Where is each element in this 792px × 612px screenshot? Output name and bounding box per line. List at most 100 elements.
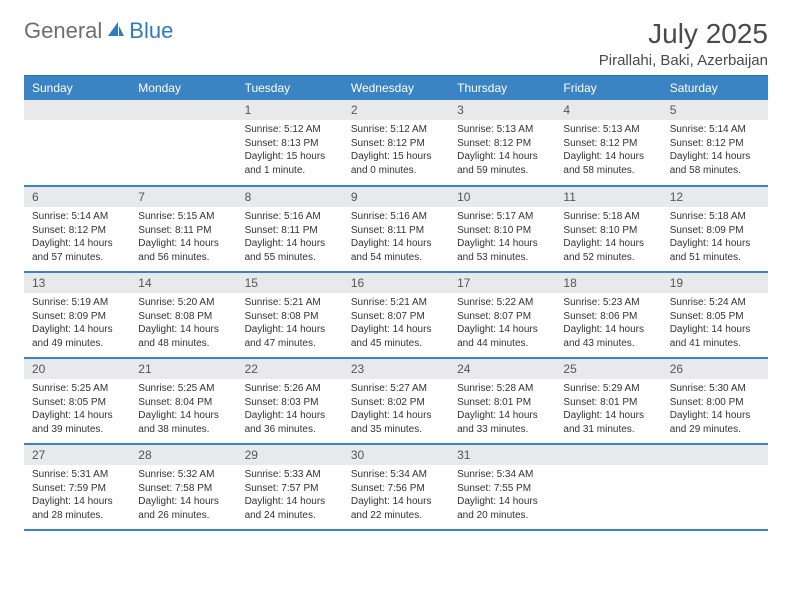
brand-part2: Blue: [129, 18, 173, 44]
day-number: 16: [343, 273, 449, 293]
calendar-cell: 2Sunrise: 5:12 AMSunset: 8:12 PMDaylight…: [343, 100, 449, 186]
day-number: 14: [130, 273, 236, 293]
calendar-cell: 15Sunrise: 5:21 AMSunset: 8:08 PMDayligh…: [237, 272, 343, 358]
day-number: 25: [555, 359, 661, 379]
day-number: 30: [343, 445, 449, 465]
calendar-row: 1Sunrise: 5:12 AMSunset: 8:13 PMDaylight…: [24, 100, 768, 186]
month-title: July 2025: [599, 18, 768, 50]
calendar-cell: [130, 100, 236, 186]
day-detail: Sunrise: 5:34 AMSunset: 7:56 PMDaylight:…: [343, 465, 449, 528]
brand-part1: General: [24, 18, 102, 44]
calendar-cell: 30Sunrise: 5:34 AMSunset: 7:56 PMDayligh…: [343, 444, 449, 530]
day-detail: Sunrise: 5:13 AMSunset: 8:12 PMDaylight:…: [449, 120, 555, 183]
calendar-cell: 29Sunrise: 5:33 AMSunset: 7:57 PMDayligh…: [237, 444, 343, 530]
sail-icon: [106, 20, 126, 43]
day-detail: Sunrise: 5:18 AMSunset: 8:09 PMDaylight:…: [662, 207, 768, 270]
calendar-row: 6Sunrise: 5:14 AMSunset: 8:12 PMDaylight…: [24, 186, 768, 272]
day-detail: Sunrise: 5:21 AMSunset: 8:07 PMDaylight:…: [343, 293, 449, 356]
day-detail: Sunrise: 5:22 AMSunset: 8:07 PMDaylight:…: [449, 293, 555, 356]
calendar-cell: 13Sunrise: 5:19 AMSunset: 8:09 PMDayligh…: [24, 272, 130, 358]
col-sunday: Sunday: [24, 76, 130, 101]
calendar-row: 13Sunrise: 5:19 AMSunset: 8:09 PMDayligh…: [24, 272, 768, 358]
day-detail: Sunrise: 5:30 AMSunset: 8:00 PMDaylight:…: [662, 379, 768, 442]
col-wednesday: Wednesday: [343, 76, 449, 101]
calendar-cell: 8Sunrise: 5:16 AMSunset: 8:11 PMDaylight…: [237, 186, 343, 272]
day-detail: Sunrise: 5:14 AMSunset: 8:12 PMDaylight:…: [24, 207, 130, 270]
day-number: 2: [343, 100, 449, 120]
col-monday: Monday: [130, 76, 236, 101]
day-detail: Sunrise: 5:33 AMSunset: 7:57 PMDaylight:…: [237, 465, 343, 528]
day-number: 17: [449, 273, 555, 293]
calendar-cell: 14Sunrise: 5:20 AMSunset: 8:08 PMDayligh…: [130, 272, 236, 358]
calendar-cell: 27Sunrise: 5:31 AMSunset: 7:59 PMDayligh…: [24, 444, 130, 530]
day-detail: Sunrise: 5:31 AMSunset: 7:59 PMDaylight:…: [24, 465, 130, 528]
day-number: 26: [662, 359, 768, 379]
day-number: 12: [662, 187, 768, 207]
calendar-cell: 20Sunrise: 5:25 AMSunset: 8:05 PMDayligh…: [24, 358, 130, 444]
calendar-cell: 7Sunrise: 5:15 AMSunset: 8:11 PMDaylight…: [130, 186, 236, 272]
day-detail: Sunrise: 5:13 AMSunset: 8:12 PMDaylight:…: [555, 120, 661, 183]
calendar-cell: 28Sunrise: 5:32 AMSunset: 7:58 PMDayligh…: [130, 444, 236, 530]
calendar-cell: 5Sunrise: 5:14 AMSunset: 8:12 PMDaylight…: [662, 100, 768, 186]
calendar-cell: 3Sunrise: 5:13 AMSunset: 8:12 PMDaylight…: [449, 100, 555, 186]
calendar-cell: 17Sunrise: 5:22 AMSunset: 8:07 PMDayligh…: [449, 272, 555, 358]
day-number: 23: [343, 359, 449, 379]
day-number: 28: [130, 445, 236, 465]
day-detail: Sunrise: 5:20 AMSunset: 8:08 PMDaylight:…: [130, 293, 236, 356]
calendar-cell: 31Sunrise: 5:34 AMSunset: 7:55 PMDayligh…: [449, 444, 555, 530]
day-number: 22: [237, 359, 343, 379]
day-number: 18: [555, 273, 661, 293]
day-detail: Sunrise: 5:19 AMSunset: 8:09 PMDaylight:…: [24, 293, 130, 356]
day-detail: Sunrise: 5:25 AMSunset: 8:05 PMDaylight:…: [24, 379, 130, 442]
calendar-cell: 23Sunrise: 5:27 AMSunset: 8:02 PMDayligh…: [343, 358, 449, 444]
calendar-cell: 24Sunrise: 5:28 AMSunset: 8:01 PMDayligh…: [449, 358, 555, 444]
calendar-cell: 16Sunrise: 5:21 AMSunset: 8:07 PMDayligh…: [343, 272, 449, 358]
day-number: 31: [449, 445, 555, 465]
calendar-cell: 22Sunrise: 5:26 AMSunset: 8:03 PMDayligh…: [237, 358, 343, 444]
col-thursday: Thursday: [449, 76, 555, 101]
calendar-cell: 25Sunrise: 5:29 AMSunset: 8:01 PMDayligh…: [555, 358, 661, 444]
calendar-cell: 11Sunrise: 5:18 AMSunset: 8:10 PMDayligh…: [555, 186, 661, 272]
day-detail: Sunrise: 5:24 AMSunset: 8:05 PMDaylight:…: [662, 293, 768, 356]
day-detail: Sunrise: 5:16 AMSunset: 8:11 PMDaylight:…: [237, 207, 343, 270]
day-detail: Sunrise: 5:32 AMSunset: 7:58 PMDaylight:…: [130, 465, 236, 528]
day-detail: Sunrise: 5:29 AMSunset: 8:01 PMDaylight:…: [555, 379, 661, 442]
day-number: 10: [449, 187, 555, 207]
day-detail: Sunrise: 5:23 AMSunset: 8:06 PMDaylight:…: [555, 293, 661, 356]
calendar-cell: 9Sunrise: 5:16 AMSunset: 8:11 PMDaylight…: [343, 186, 449, 272]
col-friday: Friday: [555, 76, 661, 101]
day-detail: Sunrise: 5:34 AMSunset: 7:55 PMDaylight:…: [449, 465, 555, 528]
title-block: July 2025 Pirallahi, Baki, Azerbaijan: [599, 18, 768, 69]
calendar-cell: [662, 444, 768, 530]
day-number: 27: [24, 445, 130, 465]
day-number: 24: [449, 359, 555, 379]
calendar-cell: 10Sunrise: 5:17 AMSunset: 8:10 PMDayligh…: [449, 186, 555, 272]
calendar-cell: 1Sunrise: 5:12 AMSunset: 8:13 PMDaylight…: [237, 100, 343, 186]
calendar-row: 27Sunrise: 5:31 AMSunset: 7:59 PMDayligh…: [24, 444, 768, 530]
day-number: 8: [237, 187, 343, 207]
header-row: General Blue July 2025 Pirallahi, Baki, …: [24, 18, 768, 69]
day-detail: Sunrise: 5:16 AMSunset: 8:11 PMDaylight:…: [343, 207, 449, 270]
calendar-cell: 19Sunrise: 5:24 AMSunset: 8:05 PMDayligh…: [662, 272, 768, 358]
day-number: 11: [555, 187, 661, 207]
day-number: 13: [24, 273, 130, 293]
calendar-cell: [24, 100, 130, 186]
day-number: 4: [555, 100, 661, 120]
calendar-table: Sunday Monday Tuesday Wednesday Thursday…: [24, 75, 768, 531]
brand-logo: General Blue: [24, 18, 173, 44]
calendar-page: General Blue July 2025 Pirallahi, Baki, …: [0, 0, 792, 549]
day-detail: Sunrise: 5:14 AMSunset: 8:12 PMDaylight:…: [662, 120, 768, 183]
col-tuesday: Tuesday: [237, 76, 343, 101]
calendar-cell: 18Sunrise: 5:23 AMSunset: 8:06 PMDayligh…: [555, 272, 661, 358]
day-number: 21: [130, 359, 236, 379]
day-number: 29: [237, 445, 343, 465]
calendar-cell: 4Sunrise: 5:13 AMSunset: 8:12 PMDaylight…: [555, 100, 661, 186]
day-detail: Sunrise: 5:27 AMSunset: 8:02 PMDaylight:…: [343, 379, 449, 442]
calendar-cell: 6Sunrise: 5:14 AMSunset: 8:12 PMDaylight…: [24, 186, 130, 272]
day-detail: Sunrise: 5:25 AMSunset: 8:04 PMDaylight:…: [130, 379, 236, 442]
day-number: 15: [237, 273, 343, 293]
day-number: 5: [662, 100, 768, 120]
day-number: 6: [24, 187, 130, 207]
day-detail: Sunrise: 5:17 AMSunset: 8:10 PMDaylight:…: [449, 207, 555, 270]
col-saturday: Saturday: [662, 76, 768, 101]
